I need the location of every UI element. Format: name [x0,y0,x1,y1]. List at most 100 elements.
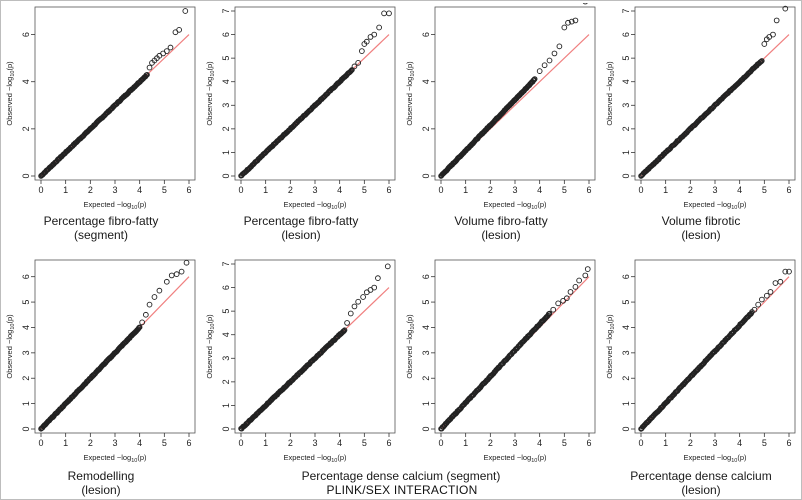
qq-tail-point [770,31,776,38]
y-tick-label: 6 [421,32,431,37]
y-tick-label: 2 [21,376,31,381]
qq-tail-point [751,306,758,313]
y-tick-label: 5 [621,56,631,61]
y-axis-label: Observed −log10(p) [5,314,16,379]
y-tick-label: 3 [221,103,231,108]
caption-line-2: (lesion) [281,228,321,242]
qq-tail-point [572,283,579,290]
x-tick-label: 5 [162,185,167,195]
y-tick-label: 0 [421,173,431,178]
x-tick-label: 5 [362,185,367,195]
y-tick-label: 4 [21,325,31,330]
observed-points [438,3,588,179]
y-axis-label: Observed −log10(p) [605,61,616,126]
qq-plot-panel: 0 1 2 3 4 5 6 0 1 2 3 4 5 6 7 Expected −log10(p) Observe… [605,5,796,211]
y-tick-label: 3 [421,350,431,355]
qq-tail-point [777,278,784,285]
y-tick-label: 7 [221,8,231,13]
observed-points [38,259,190,432]
qq-tail-point [376,24,382,31]
x-tick-label: 3 [312,185,317,195]
x-tick-label: 5 [562,185,567,195]
y-tick-label: 5 [221,56,231,61]
x-tick-label: 4 [737,438,742,448]
qq-tail-point [139,319,145,326]
y-tick-label: 3 [621,103,631,108]
x-tick-label: 1 [663,185,668,195]
qq-plot-panel: 0 1 2 3 4 5 6 0 1 2 3 4 5 6 7 Expected −log10(p) Observe… [205,259,396,464]
y-axis-label: Observed −log10(p) [205,61,216,126]
qq-tail-point [582,3,588,5]
y-tick-label: 6 [621,274,631,279]
qq-tail-point [568,18,575,25]
y-axis-label: Observed −log10(p) [205,314,216,379]
y-tick-label: 2 [421,376,431,381]
x-tick-label: 4 [137,185,142,195]
qq-tail-point [555,300,562,307]
x-tick-label: 2 [488,438,493,448]
qq-tail-point [767,289,774,295]
x-tick-label: 0 [638,185,643,195]
x-tick-label: 3 [712,185,717,195]
x-tick-label: 4 [537,185,542,195]
qq-tail-point [371,31,378,38]
x-axis-label: Expected −log10(p) [483,453,547,464]
caption-line-1: Remodelling [67,469,135,483]
x-tick-label: 3 [112,185,117,195]
y-tick-label: 4 [21,79,31,84]
caption-line-1: Percentage fibro-fatty [243,214,359,228]
x-tick-label: 3 [112,438,117,448]
qq-tail-point [359,48,365,54]
y-tick-label: 5 [621,300,631,305]
qq-point [341,327,348,333]
y-tick-label: 1 [421,401,431,406]
x-tick-label: 1 [663,438,668,448]
x-tick-label: 2 [688,185,693,195]
qq-tail-point [381,10,387,17]
qq-tail-point [576,277,582,284]
qq-tail-point [582,272,589,279]
x-axis-label: Expected −log10(p) [83,453,147,464]
qq-point [759,58,765,64]
panel-caption: Remodelling (lesion) [1,469,201,497]
x-tick-label: 4 [737,185,742,195]
qq-tail-point [584,266,591,272]
x-tick-label: 6 [586,185,591,195]
qq-point [136,324,143,330]
x-tick-label: 2 [288,185,293,195]
x-tick-label: 1 [463,185,468,195]
qq-tail-point [182,8,189,14]
y-tick-label: 2 [421,126,431,131]
x-axis-label: Expected −log10(p) [683,200,747,211]
y-tick-label: 6 [621,32,631,37]
x-tick-label: 0 [438,185,443,195]
y-tick-label: 4 [221,79,231,84]
x-tick-label: 0 [38,438,43,448]
y-tick-label: 2 [621,126,631,131]
qq-tail-point [151,294,158,300]
x-tick-label: 1 [463,438,468,448]
x-tick-label: 6 [186,185,191,195]
x-tick-label: 3 [712,438,717,448]
y-tick-label: 1 [21,401,31,406]
x-axis-label: Expected −log10(p) [283,453,347,464]
x-axis-label: Expected −log10(p) [683,453,747,464]
qq-tail-point [183,259,190,266]
x-tick-label: 4 [137,438,142,448]
qq-point [758,58,764,65]
qq-tail-point [156,287,163,294]
qq-tail-point [782,5,789,12]
y-tick-label: 0 [621,426,631,431]
qq-tail-point [347,310,354,317]
x-tick-label: 5 [562,438,567,448]
y-tick-label: 4 [621,325,631,330]
qq-tail-point [759,296,765,303]
qq-plot-panel: 0 1 2 3 4 5 6 0 1 2 3 4 5 6 Expected −log10(p) Observed… [405,259,596,464]
y-axis-label: Observed −log10(p) [5,61,16,126]
caption-line-2: (lesion) [481,228,521,242]
x-tick-label: 2 [688,438,693,448]
qq-plot-panel: 0 1 2 3 4 5 6 0 1 2 3 4 5 6 Expected −log10(p) Observed… [5,259,196,464]
x-tick-label: 3 [312,438,317,448]
caption-line-2: (lesion) [81,483,121,497]
y-tick-label: 1 [221,403,231,408]
